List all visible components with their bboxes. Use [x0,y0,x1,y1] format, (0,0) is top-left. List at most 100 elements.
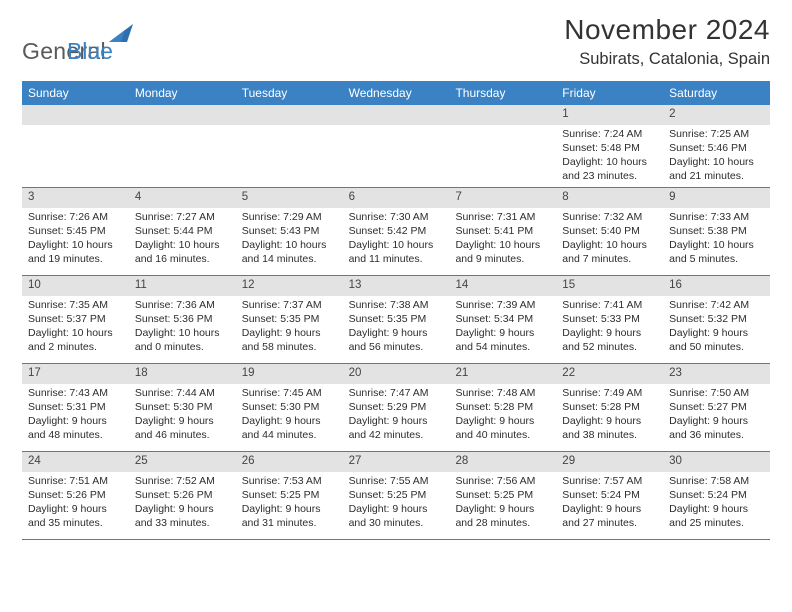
calendar-cell: 12Sunrise: 7:37 AMSunset: 5:35 PMDayligh… [236,276,343,363]
calendar-cell: 24Sunrise: 7:51 AMSunset: 5:26 PMDayligh… [22,452,129,539]
day-number: 11 [129,276,236,296]
calendar-cell: 5Sunrise: 7:29 AMSunset: 5:43 PMDaylight… [236,188,343,275]
sunset-text: Sunset: 5:44 PM [135,224,230,238]
sunset-text: Sunset: 5:24 PM [669,488,764,502]
calendar-cell: 8Sunrise: 7:32 AMSunset: 5:40 PMDaylight… [556,188,663,275]
daylight-text: Daylight: 10 hours and 19 minutes. [28,238,123,266]
sunrise-text: Sunrise: 7:31 AM [455,210,550,224]
day-number: 19 [236,364,343,384]
sunrise-text: Sunrise: 7:50 AM [669,386,764,400]
calendar-cell: 29 Sunrise: 7:57 AMSunset: 5:24 PMDayligh… [556,452,663,539]
daylight-text: Daylight: 10 hours and 2 minutes. [28,326,123,354]
day-header-tuesday: Tuesday [236,81,343,105]
day-number: 21 [449,364,556,384]
calendar-cell: 13 Sunrise: 7:38 AMSunset: 5:35 PMDayligh… [343,276,450,363]
sunrise-text: Sunrise: 7:51 AM [28,474,123,488]
month-title: November 2024 [564,14,770,46]
sunset-text: Sunset: 5:24 PM [562,488,657,502]
sunset-text: Sunset: 5:46 PM [669,141,764,155]
sunset-text: Sunset: 5:32 PM [669,312,764,326]
calendar-week-row: 24Sunrise: 7:51 AMSunset: 5:26 PMDayligh… [22,452,770,540]
daylight-text: Daylight: 9 hours and 52 minutes. [562,326,657,354]
sunset-text: Sunset: 5:28 PM [562,400,657,414]
calendar-cell: 10Sunrise: 7:35 AMSunset: 5:37 PMDayligh… [22,276,129,363]
sunset-text: Sunset: 5:40 PM [562,224,657,238]
day-header-monday: Monday [129,81,236,105]
sunset-text: Sunset: 5:27 PM [669,400,764,414]
day-number: 1 [556,105,663,125]
calendar-week-row: 17Sunrise: 7:43 AMSunset: 5:31 PMDayligh… [22,364,770,452]
calendar-cell: 21Sunrise: 7:48 AMSunset: 5:28 PMDayligh… [449,364,556,451]
sunset-text: Sunset: 5:29 PM [349,400,444,414]
daylight-text: Daylight: 10 hours and 23 minutes. [562,155,657,183]
sunset-text: Sunset: 5:25 PM [242,488,337,502]
daylight-text: Daylight: 9 hours and 58 minutes. [242,326,337,354]
day-header-sunday: Sunday [22,81,129,105]
day-number: 22 [556,364,663,384]
day-number-empty [449,105,556,125]
day-number: 13 [343,276,450,296]
daylight-text: Daylight: 10 hours and 7 minutes. [562,238,657,266]
calendar-week-row: 1Sunrise: 7:24 AMSunset: 5:48 PMDaylight… [22,105,770,188]
day-header-friday: Friday [556,81,663,105]
calendar-cell: 30 Sunrise: 7:58 AMSunset: 5:24 PMDayligh… [663,452,770,539]
sunrise-text: Sunrise: 7:33 AM [669,210,764,224]
sunrise-text: Sunrise: 7:30 AM [349,210,444,224]
sunrise-text: Sunrise: 7:57 AM [562,474,657,488]
sunset-text: Sunset: 5:35 PM [349,312,444,326]
daylight-text: Daylight: 9 hours and 36 minutes. [669,414,764,442]
sunrise-text: Sunrise: 7:58 AM [669,474,764,488]
sunrise-text: Sunrise: 7:56 AM [455,474,550,488]
sunrise-text: Sunrise: 7:48 AM [455,386,550,400]
calendar-cell: 22Sunrise: 7:49 AMSunset: 5:28 PMDayligh… [556,364,663,451]
sunset-text: Sunset: 5:26 PM [135,488,230,502]
sunrise-text: Sunrise: 7:38 AM [349,298,444,312]
header: General Blue November 2024 Subirats, Cat… [22,14,770,69]
daylight-text: Daylight: 9 hours and 27 minutes. [562,502,657,530]
day-number: 20 [343,364,450,384]
sunset-text: Sunset: 5:30 PM [135,400,230,414]
day-number: 9 [663,188,770,208]
sunset-text: Sunset: 5:30 PM [242,400,337,414]
sunset-text: Sunset: 5:25 PM [455,488,550,502]
daylight-text: Daylight: 9 hours and 44 minutes. [242,414,337,442]
sunset-text: Sunset: 5:37 PM [28,312,123,326]
calendar-week-row: 3Sunrise: 7:26 AMSunset: 5:45 PMDaylight… [22,188,770,276]
sunrise-text: Sunrise: 7:32 AM [562,210,657,224]
daylight-text: Daylight: 10 hours and 16 minutes. [135,238,230,266]
day-number: 6 [343,188,450,208]
sunset-text: Sunset: 5:31 PM [28,400,123,414]
day-number: 26 [236,452,343,472]
sunset-text: Sunset: 5:43 PM [242,224,337,238]
daylight-text: Daylight: 9 hours and 38 minutes. [562,414,657,442]
day-header-wednesday: Wednesday [343,81,450,105]
sunrise-text: Sunrise: 7:26 AM [28,210,123,224]
daylight-text: Daylight: 9 hours and 50 minutes. [669,326,764,354]
day-number: 5 [236,188,343,208]
calendar-cell: 17Sunrise: 7:43 AMSunset: 5:31 PMDayligh… [22,364,129,451]
daylight-text: Daylight: 9 hours and 28 minutes. [455,502,550,530]
sunrise-text: Sunrise: 7:55 AM [349,474,444,488]
daylight-text: Daylight: 9 hours and 33 minutes. [135,502,230,530]
daylight-text: Daylight: 10 hours and 9 minutes. [455,238,550,266]
day-header-saturday: Saturday [663,81,770,105]
day-number: 27 [343,452,450,472]
sunset-text: Sunset: 5:42 PM [349,224,444,238]
sunrise-text: Sunrise: 7:45 AM [242,386,337,400]
day-number: 2 [663,105,770,125]
calendar-cell: 2Sunrise: 7:25 AMSunset: 5:46 PMDaylight… [663,105,770,187]
day-number: 29 [556,452,663,472]
calendar-cell: 11Sunrise: 7:36 AMSunset: 5:36 PMDayligh… [129,276,236,363]
daylight-text: Daylight: 9 hours and 48 minutes. [28,414,123,442]
calendar-header-row: Sunday Monday Tuesday Wednesday Thursday… [22,81,770,105]
day-number: 23 [663,364,770,384]
daylight-text: Daylight: 9 hours and 46 minutes. [135,414,230,442]
calendar-cell: 7Sunrise: 7:31 AMSunset: 5:41 PMDaylight… [449,188,556,275]
calendar-grid: Sunday Monday Tuesday Wednesday Thursday… [22,81,770,540]
calendar-cell [449,105,556,187]
sunrise-text: Sunrise: 7:24 AM [562,127,657,141]
daylight-text: Daylight: 9 hours and 25 minutes. [669,502,764,530]
day-number: 30 [663,452,770,472]
daylight-text: Daylight: 9 hours and 56 minutes. [349,326,444,354]
calendar-cell [236,105,343,187]
